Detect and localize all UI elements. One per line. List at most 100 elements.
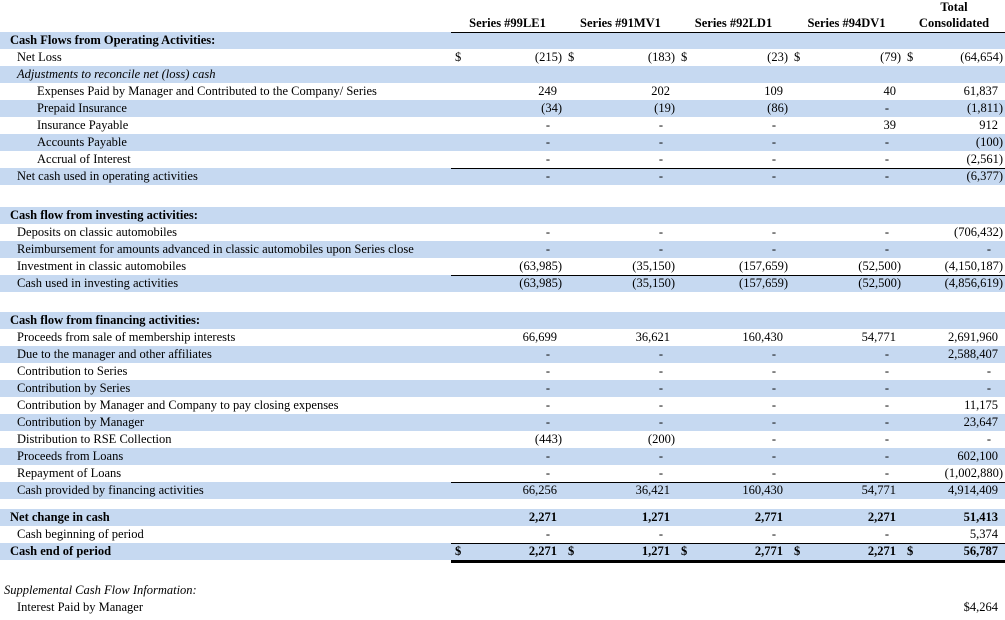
cell-value: - <box>771 381 776 395</box>
value-cell <box>564 32 677 49</box>
cell-value: (4,150,187) <box>944 259 1003 273</box>
cell-value: (157,659) <box>739 276 788 290</box>
value-cell <box>903 207 1005 224</box>
table-header-row-2: Series #99LE1 Series #91MV1 Series #92LD… <box>0 14 1005 33</box>
row-spacer <box>0 499 1005 509</box>
value-cell <box>564 207 677 224</box>
cell-value: - <box>771 466 776 480</box>
cell-value: - <box>658 466 663 480</box>
value-cell: - <box>790 168 903 185</box>
value-cell: - <box>790 465 903 483</box>
dollar-sign: $ <box>455 544 462 558</box>
cell-value: - <box>884 347 889 361</box>
value-cell: - <box>564 397 677 414</box>
value-cell: - <box>451 465 564 483</box>
value-cell <box>790 32 903 49</box>
cell-value: 2,271 <box>867 510 896 524</box>
cell-value: 39 <box>883 118 897 132</box>
table-row: Cash flow from investing activities: <box>0 207 1005 224</box>
table-row: Cash end of period $2,271 $1,271 $2,771 $2,2… <box>0 543 1005 563</box>
value-cell: $2,271 <box>451 543 564 563</box>
value-cell <box>903 582 1005 599</box>
cell-value: - <box>658 364 663 378</box>
cell-value: 2,271 <box>528 544 557 558</box>
cell-value: (6,377) <box>966 169 1003 183</box>
table-row: Distribution to RSE Collection (443) (200)… <box>0 431 1005 448</box>
row-spacer <box>0 560 1005 582</box>
cell-value: 11,175 <box>964 398 998 412</box>
value-cell: (4,856,619) <box>903 275 1005 292</box>
cell-value: - <box>884 449 889 463</box>
value-cell: - <box>677 397 790 414</box>
value-cell: - <box>451 224 564 241</box>
cell-value: $4,264 <box>963 600 998 614</box>
cell-value: 54,771 <box>861 330 896 344</box>
table-row: Cash Flows from Operating Activities: <box>0 32 1005 49</box>
value-cell: - <box>677 151 790 169</box>
value-cell: - <box>451 397 564 414</box>
cash-flow-table-body: Cash Flows from Operating Activities: Net… <box>0 32 1005 616</box>
value-cell: (100) <box>903 134 1005 151</box>
table-row: Accounts Payable - - - - (100) <box>0 134 1005 151</box>
value-cell <box>903 312 1005 329</box>
row-label: Net change in cash <box>10 510 110 524</box>
cell-value: 2,271 <box>867 544 896 558</box>
row-label: Insurance Payable <box>37 118 129 132</box>
value-cell: - <box>564 117 677 134</box>
value-cell: (1,811) <box>903 100 1005 117</box>
row-label: Investment in classic automobiles <box>17 259 187 273</box>
cell-value: 2,271 <box>528 510 557 524</box>
cell-value: - <box>658 135 663 149</box>
cell-value: - <box>771 364 776 378</box>
value-cell: 912 <box>903 117 1005 134</box>
value-cell: - <box>564 224 677 241</box>
value-cell: - <box>790 397 903 414</box>
value-cell: - <box>451 151 564 169</box>
value-cell <box>790 582 903 599</box>
value-cell: (4,150,187) <box>903 258 1005 276</box>
value-cell: 11,175 <box>903 397 1005 414</box>
value-cell: - <box>677 224 790 241</box>
value-cell: 160,430 <box>677 329 790 346</box>
row-label: Cash beginning of period <box>17 527 144 541</box>
cell-value: - <box>545 415 550 429</box>
value-cell: - <box>677 431 790 448</box>
value-cell: (706,432) <box>903 224 1005 241</box>
row-label: Expenses Paid by Manager and Contributed… <box>37 84 377 98</box>
value-cell: 40 <box>790 83 903 100</box>
row-label: Supplemental Cash Flow Information: <box>4 583 197 597</box>
row-label: Contribution to Series <box>17 364 128 378</box>
table-row: Reimbursement for amounts advanced in cl… <box>0 241 1005 258</box>
cell-value: 36,621 <box>635 330 670 344</box>
value-cell: 2,691,960 <box>903 329 1005 346</box>
value-cell: - <box>451 346 564 363</box>
column-header-series-4: Series #94DV1 <box>790 14 903 33</box>
cell-value: 109 <box>764 84 783 98</box>
value-cell: (1,002,880) <box>903 465 1005 483</box>
value-cell <box>790 312 903 329</box>
cell-value: (35,150) <box>632 276 675 290</box>
value-cell: - <box>677 414 790 431</box>
row-label: Repayment of Loans <box>17 466 122 480</box>
value-cell: - <box>903 241 1005 258</box>
value-cell: - <box>903 380 1005 397</box>
value-cell: (35,150) <box>564 275 677 292</box>
value-cell: - <box>677 465 790 483</box>
cell-value: 4,914,409 <box>948 483 998 497</box>
cell-value: - <box>771 347 776 361</box>
value-cell: 36,621 <box>564 329 677 346</box>
value-cell <box>677 599 790 616</box>
table-row: Investment in classic automobiles (63,985… <box>0 258 1005 276</box>
table-row: Net cash used in operating activities - - -… <box>0 168 1005 185</box>
value-cell <box>677 312 790 329</box>
value-cell <box>903 66 1005 83</box>
table-row: Contribution to Series - - - - - <box>0 363 1005 380</box>
cell-value: - <box>771 527 776 541</box>
table-row: Repayment of Loans - - - - (1,002,880) <box>0 465 1005 483</box>
row-label: Cash Flows from Operating Activities: <box>10 33 216 47</box>
table-row: Accrual of Interest - - - - (2,561) <box>0 151 1005 169</box>
value-cell: - <box>564 363 677 380</box>
value-cell: - <box>677 117 790 134</box>
row-label: Interest Paid by Manager <box>17 600 144 614</box>
value-cell: 249 <box>451 83 564 100</box>
